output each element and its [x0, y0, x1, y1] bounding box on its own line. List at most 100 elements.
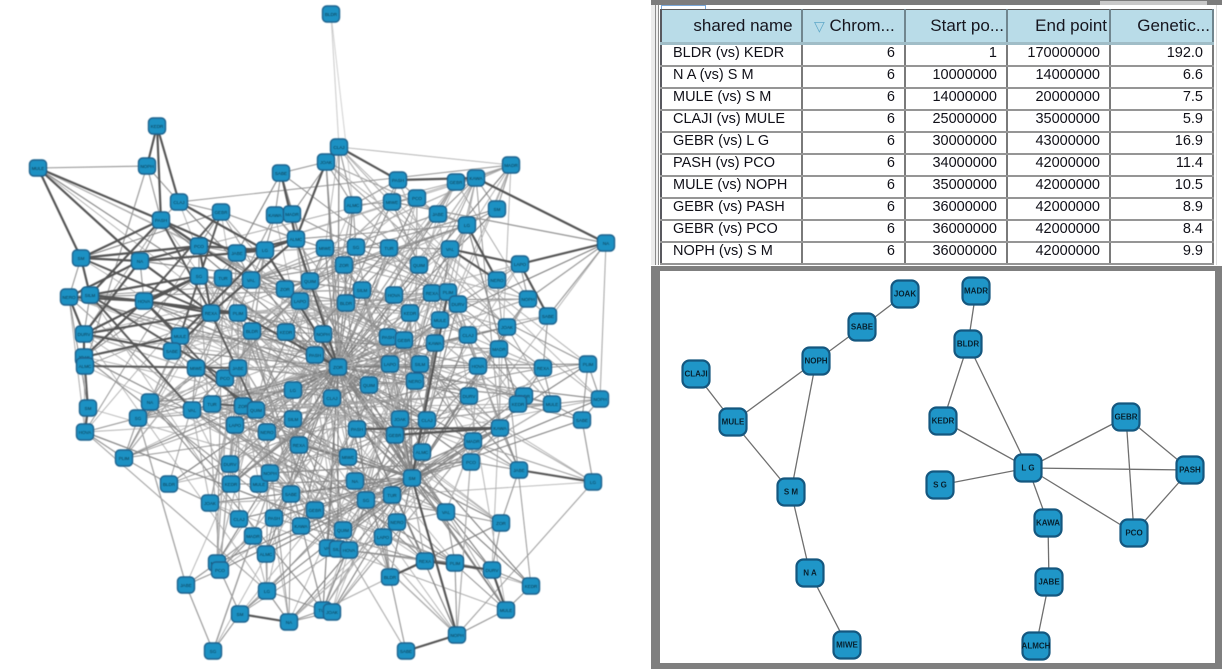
svg-text:MIWE: MIWE [386, 200, 399, 205]
svg-text:SABE: SABE [542, 314, 554, 319]
svg-text:JABE: JABE [231, 251, 243, 256]
svg-text:MULE: MULE [32, 166, 45, 171]
svg-text:KEDR: KEDR [225, 482, 238, 487]
svg-text:NA: NA [603, 241, 610, 246]
svg-text:BLDR: BLDR [246, 329, 259, 334]
svg-text:LAPO: LAPO [514, 262, 527, 267]
svg-text:DURV: DURV [486, 568, 500, 573]
svg-text:NOPH: NOPH [521, 297, 534, 302]
svg-text:DURV: DURV [463, 394, 477, 399]
svg-text:ZOR: ZOR [339, 263, 349, 268]
svg-text:KEDR: KEDR [525, 584, 538, 589]
svg-text:SABE: SABE [851, 323, 874, 332]
svg-text:SG: SG [363, 498, 370, 503]
svg-text:KAWA: KAWA [1036, 519, 1060, 528]
svg-text:SM: SM [78, 256, 85, 261]
svg-text:CLAJ: CLAJ [326, 396, 337, 401]
svg-text:MADR: MADR [492, 347, 506, 352]
svg-text:TUR: TUR [384, 246, 394, 251]
svg-text:QUIM: QUIM [250, 408, 262, 413]
svg-text:BLDR: BLDR [384, 575, 397, 580]
svg-text:SABE: SABE [576, 418, 588, 423]
svg-text:REXA: REXA [205, 311, 218, 316]
svg-text:PASH: PASH [382, 335, 394, 340]
svg-text:QUIM: QUIM [363, 383, 375, 388]
svg-text:GEBR: GEBR [449, 180, 463, 185]
svg-text:HOVA: HOVA [138, 299, 152, 304]
svg-text:MULE: MULE [174, 334, 187, 339]
svg-text:SILM: SILM [288, 417, 299, 422]
svg-text:MULE: MULE [546, 402, 559, 407]
svg-text:JABE: JABE [513, 468, 525, 473]
svg-text:ZOR: ZOR [238, 404, 248, 409]
svg-text:JABE: JABE [180, 583, 192, 588]
svg-text:MULE: MULE [434, 318, 447, 323]
svg-text:MULE: MULE [500, 608, 513, 613]
svg-text:LAPO: LAPO [384, 362, 397, 367]
svg-text:ALMCH: ALMCH [1022, 642, 1051, 651]
svg-text:LG: LG [262, 248, 269, 253]
svg-text:SABE: SABE [166, 349, 178, 354]
svg-text:NOPH: NOPH [804, 357, 827, 366]
svg-text:PLIM: PLIM [119, 456, 130, 461]
svg-text:SM: SM [237, 612, 244, 617]
svg-text:ALMC: ALMC [260, 552, 273, 557]
svg-text:ZOR: ZOR [496, 521, 506, 526]
svg-text:PCO: PCO [194, 244, 204, 249]
svg-text:NERO: NERO [62, 295, 76, 300]
svg-text:SM: SM [494, 207, 501, 212]
svg-text:NERO: NERO [390, 520, 404, 525]
svg-text:KAWA: KAWA [268, 213, 282, 218]
svg-text:CLAJ: CLAJ [333, 145, 344, 150]
svg-text:MADR: MADR [964, 287, 988, 296]
svg-text:PASH: PASH [155, 218, 167, 223]
svg-text:JABE: JABE [432, 212, 444, 217]
svg-text:DURV: DURV [78, 332, 92, 337]
svg-text:NA: NA [352, 479, 359, 484]
svg-text:KEDR: KEDR [280, 330, 293, 335]
svg-text:CLAJ: CLAJ [462, 333, 473, 338]
svg-text:ALMC: ALMC [347, 203, 360, 208]
svg-text:CLAJ: CLAJ [233, 517, 244, 522]
svg-text:NA: NA [147, 400, 154, 405]
svg-text:SILM: SILM [415, 362, 426, 367]
svg-text:PASH: PASH [1179, 466, 1201, 475]
svg-text:LAPO: LAPO [377, 535, 390, 540]
svg-text:PLIM: PLIM [233, 311, 244, 316]
svg-text:LG: LG [464, 223, 471, 228]
svg-text:REXA: REXA [537, 366, 550, 371]
svg-text:NOPH: NOPH [263, 471, 276, 476]
svg-text:VAL: VAL [442, 510, 451, 515]
svg-text:HOVA: HOVA [343, 548, 357, 553]
svg-text:ZOR: ZOR [280, 287, 290, 292]
svg-text:VAL: VAL [188, 408, 197, 413]
svg-text:REXA: REXA [293, 443, 306, 448]
svg-text:PASH: PASH [351, 427, 363, 432]
svg-text:VAL: VAL [324, 546, 333, 551]
svg-text:LG: LG [290, 388, 297, 393]
svg-text:LG: LG [590, 480, 597, 485]
svg-text:NOPH: NOPH [316, 332, 329, 337]
svg-text:KAWA: KAWA [294, 524, 308, 529]
svg-text:L G: L G [1021, 464, 1034, 473]
svg-text:QUIM: QUIM [337, 528, 349, 533]
svg-text:SG: SG [135, 416, 142, 421]
svg-text:KAWA: KAWA [428, 341, 442, 346]
svg-text:ALMC: ALMC [290, 237, 303, 242]
svg-text:PASH: PASH [268, 516, 280, 521]
svg-text:BLDR: BLDR [340, 301, 353, 306]
svg-text:LAPO: LAPO [294, 299, 307, 304]
svg-text:PLIM: PLIM [450, 561, 461, 566]
svg-text:MADR: MADR [246, 534, 260, 539]
svg-text:ZOR: ZOR [333, 365, 343, 370]
svg-text:NOPH: NOPH [593, 397, 606, 402]
svg-text:KEDR: KEDR [512, 402, 525, 407]
svg-text:SILM: SILM [357, 288, 368, 293]
svg-text:BLDR: BLDR [163, 482, 176, 487]
svg-text:HOVA: HOVA [79, 430, 93, 435]
svg-text:VAL: VAL [446, 247, 455, 252]
svg-text:JOAK: JOAK [204, 501, 217, 506]
svg-text:JOAK: JOAK [394, 417, 407, 422]
svg-text:PLIM: PLIM [583, 362, 594, 367]
svg-text:MADR: MADR [466, 439, 480, 444]
